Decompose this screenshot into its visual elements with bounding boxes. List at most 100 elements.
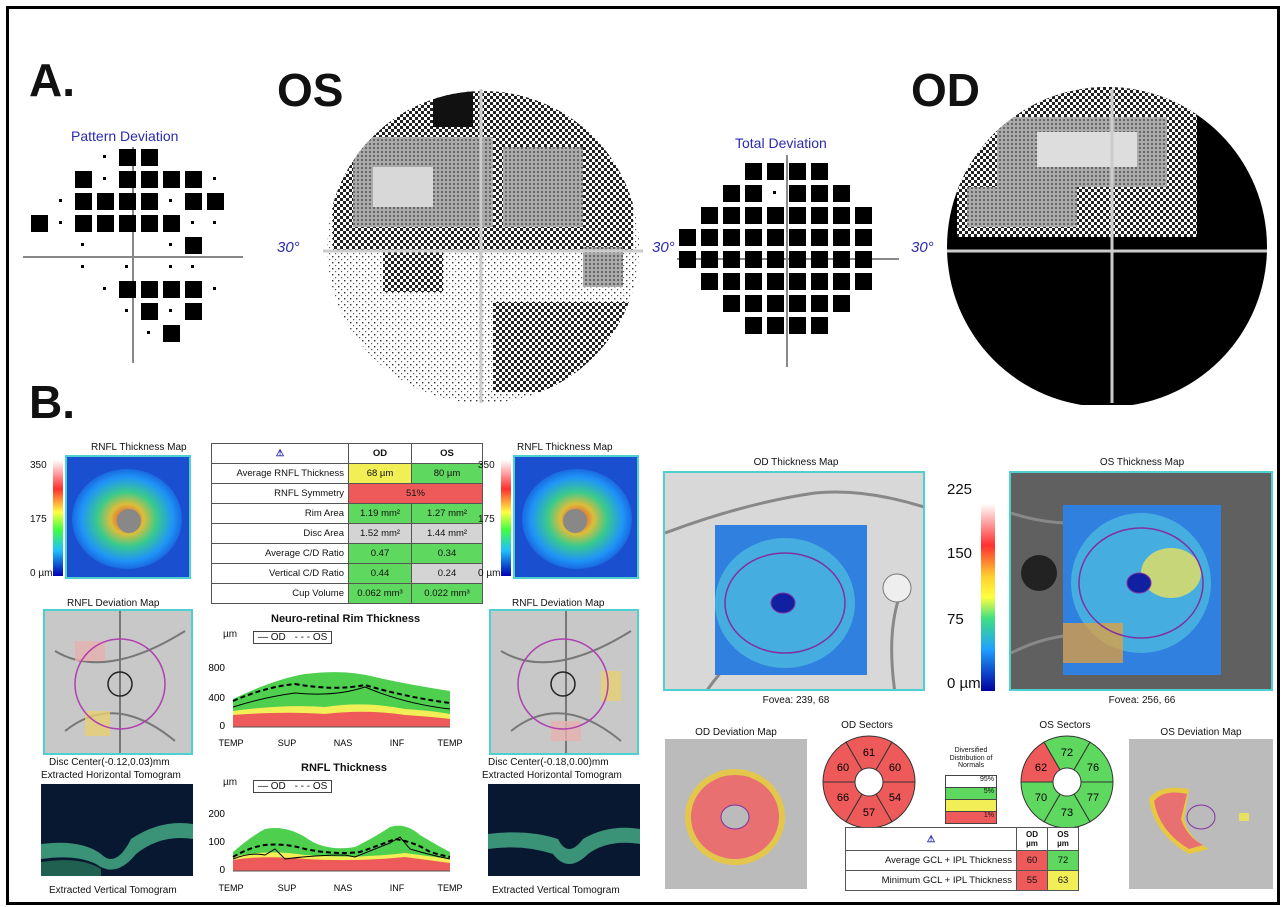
- rim-chart-title: Neuro-retinal Rim Thickness: [271, 613, 421, 625]
- rim-xtick: NAS: [334, 738, 353, 748]
- sector-value: 60: [837, 762, 849, 774]
- od-dev-title: OD Deviation Map: [695, 727, 777, 738]
- os-thickness-title: OS Thickness Map: [1099, 457, 1185, 468]
- panel-b-label: B.: [29, 376, 75, 428]
- scale-top-os: 350: [478, 460, 495, 471]
- cell-os: 1.27 mm²: [411, 503, 483, 524]
- warning-icon: ⚠: [275, 448, 285, 459]
- macular-color-scale: [981, 483, 995, 691]
- rnfl-ytick-100: 100: [208, 837, 225, 848]
- od-deviation-map: [665, 739, 807, 889]
- rnfl-xtick: NAS: [334, 883, 353, 893]
- total-30-degree-label: 30°: [652, 239, 675, 256]
- sector-value: 60: [889, 762, 901, 774]
- normals-legend: 95% 5% 1%: [945, 775, 997, 824]
- od-thickness-title: OD Thickness Map: [753, 457, 839, 468]
- rnfl-dev-title-os: RNFL Deviation Map: [512, 598, 605, 609]
- cell-os: 0.34: [411, 543, 483, 564]
- od-sectors-chart: 61 60 54 57 66 60: [822, 735, 916, 829]
- table-row: Average C/D Ratio 0.47 0.34: [211, 543, 483, 564]
- scale-mid-os: 175: [478, 514, 495, 525]
- sector-value: 54: [889, 792, 901, 804]
- pattern-deviation-plot: [23, 147, 243, 363]
- rim-xtick: TEMP: [218, 738, 243, 748]
- sector-value: 66: [837, 792, 849, 804]
- legend-5: 5%: [946, 788, 996, 800]
- sector: [1020, 741, 1061, 783]
- rim-chart-unit: µm: [223, 629, 238, 640]
- warning-icon: ⚠: [926, 833, 936, 845]
- legend-1: [946, 800, 996, 812]
- rnfl-deviation-map-od: [43, 609, 193, 755]
- sector-value: 57: [863, 807, 875, 819]
- cell-od: 1.52 mm²: [348, 523, 412, 544]
- cell-os: 72: [1047, 850, 1079, 871]
- gcl-header-od: OD µm: [1016, 827, 1048, 851]
- rim-ytick-800: 800: [208, 663, 225, 674]
- rnfl-dev-title-od: RNFL Deviation Map: [67, 598, 160, 609]
- rim-xtick: INF: [390, 738, 405, 748]
- row-label: Disc Area: [211, 523, 349, 544]
- row-label: Rim Area: [211, 503, 349, 524]
- od-30-degree-label: 30°: [911, 239, 934, 256]
- cell-od: 0.44: [348, 563, 412, 584]
- sector-value: 73: [1061, 807, 1073, 819]
- od-sectors-title: OD Sectors: [841, 720, 893, 731]
- table-row: Cup Volume 0.062 mm³ 0.022 mm³: [211, 583, 483, 604]
- disc-center-os: Disc Center(-0.18,0.00)mm: [488, 757, 609, 768]
- row-label: Cup Volume: [211, 583, 349, 604]
- od-label: OD: [911, 64, 980, 116]
- rnfl-map-title-os: RNFL Thickness Map: [517, 442, 613, 453]
- rnfl-ytick-0: 0: [219, 865, 225, 876]
- scale-bottom-od: 0 µm: [30, 568, 53, 579]
- rnfl-ytick-200: 200: [208, 809, 225, 820]
- rnfl-chart-legend: — OD - - - OS: [253, 780, 333, 793]
- rnfl-chart-unit: µm: [223, 777, 238, 788]
- sector-value: 62: [1035, 762, 1047, 774]
- legend-95: 95%: [946, 776, 996, 788]
- os-label: OS: [277, 64, 344, 116]
- sector-value: 77: [1087, 792, 1099, 804]
- rnfl-thickness-map-os: [513, 455, 639, 579]
- scale-bottom-os: 0 µm: [478, 568, 501, 579]
- disc-center-od: Disc Center(-0.12,0.03)mm: [49, 757, 170, 768]
- rnfl-thickness-map-od: [65, 455, 191, 579]
- table-row: Average RNFL Thickness 68 µm 80 µm: [211, 463, 483, 484]
- rnfl-map-title-od: RNFL Thickness Map: [91, 442, 187, 453]
- cell-od: 0.062 mm³: [348, 583, 412, 604]
- legend-od: OD: [270, 632, 286, 643]
- rnfl-xtick: TEMP: [437, 883, 462, 893]
- rnfl-summary-table: ⚠ OD OS Average RNFL Thickness 68 µm 80 …: [211, 443, 483, 604]
- cell-os: 0.022 mm³: [411, 583, 483, 604]
- normals-legend-title: Diversified Distribution of Normals: [949, 747, 993, 770]
- rnfl-xtick: SUP: [278, 883, 297, 893]
- total-deviation-plot: [677, 155, 899, 367]
- fovea-od: Fovea: 239, 68: [762, 695, 830, 706]
- gcl-table: ⚠ OD µm OS µm Average GCL + IPL Thicknes…: [845, 827, 1079, 891]
- os-sectors-chart: 72 76 77 73 70 62: [1020, 735, 1114, 829]
- gcl-header-os: OS µm: [1047, 827, 1079, 851]
- sector-value: 61: [863, 747, 875, 759]
- tomogram-os: [488, 784, 640, 876]
- fovea-os: Fovea: 256, 66: [1108, 695, 1176, 706]
- figure-frame: A. OS OD Pattern Deviation: [6, 6, 1280, 905]
- rnfl-chart-title: RNFL Thickness: [301, 762, 387, 774]
- legend-os: OS: [312, 781, 328, 792]
- table-row: Minimum GCL + IPL Thickness 55 63: [845, 870, 1079, 891]
- tomogram-od: [41, 784, 193, 876]
- rnfl-xtick: TEMP: [218, 883, 243, 893]
- row-label: Vertical C/D Ratio: [211, 563, 349, 584]
- os-grayscale-field: [323, 89, 643, 403]
- cell-symmetry: 51%: [348, 483, 483, 504]
- pattern-deviation-title: Pattern Deviation: [71, 128, 179, 144]
- sector-value: 76: [1087, 762, 1099, 774]
- rim-xtick: SUP: [278, 738, 297, 748]
- cell-os: 0.24: [411, 563, 483, 584]
- horiz-tomo-od: Extracted Horizontal Tomogram: [41, 770, 181, 781]
- legend-od: OD: [270, 781, 286, 792]
- table-header-os: OS: [411, 443, 483, 464]
- cell-os: 1.44 mm²: [411, 523, 483, 544]
- total-deviation-title: Total Deviation: [735, 135, 827, 151]
- mac-scale-75: 75: [947, 611, 964, 628]
- mac-scale-0: 0 µm: [947, 675, 981, 692]
